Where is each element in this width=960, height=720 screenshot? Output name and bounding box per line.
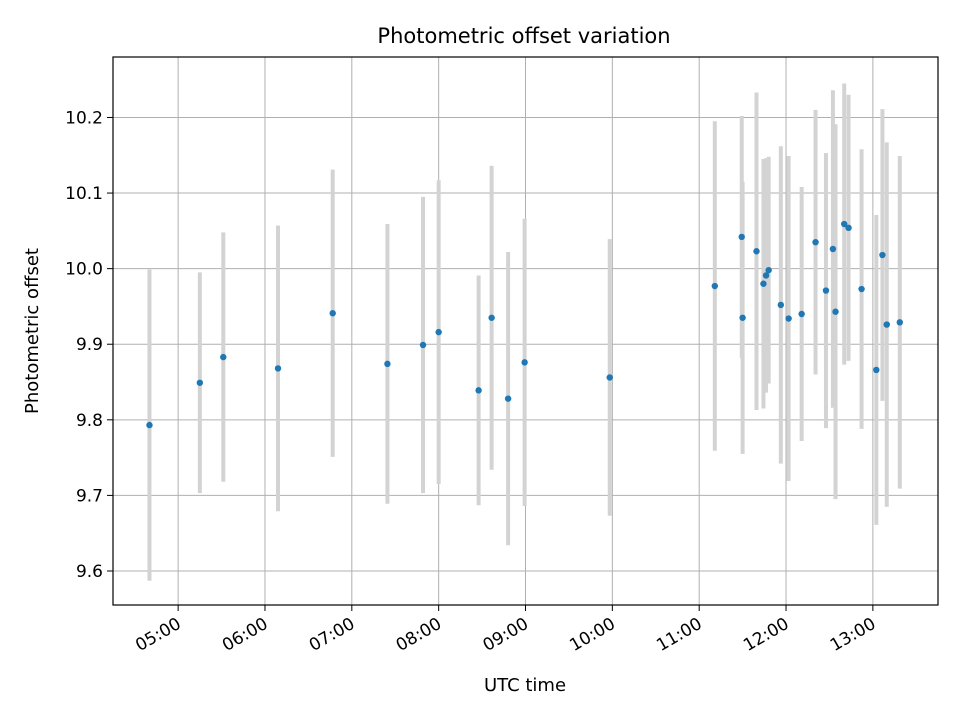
y-tick-label-2: 9.8: [76, 411, 103, 431]
y-tick-label-0: 9.6: [76, 562, 103, 582]
data-point-8: [475, 387, 482, 394]
data-point-24: [822, 287, 830, 294]
data-point-27: [841, 220, 848, 228]
data-points: [146, 220, 903, 429]
data-point-26: [832, 308, 839, 315]
data-point-17: [760, 280, 767, 287]
data-point-25: [829, 245, 837, 253]
data-point-2: [220, 353, 227, 361]
chart-title: Photometric offset variation: [377, 24, 670, 48]
data-point-15: [739, 314, 746, 321]
data-point-22: [798, 310, 805, 318]
y-tick-label-5: 10.1: [65, 184, 103, 204]
x-axis-label: UTC time: [484, 675, 566, 696]
y-tick-label-4: 10.0: [65, 260, 103, 280]
data-point-14: [738, 233, 745, 241]
y-axis-ticks: 9.6 9.7 9.8 9.9 10.0 10.1 10.2: [65, 108, 113, 582]
data-point-28: [845, 224, 852, 232]
y-tick-label-3: 9.9: [76, 335, 103, 355]
data-point-1: [196, 379, 204, 386]
data-point-11: [521, 359, 528, 366]
data-point-23: [812, 238, 819, 246]
y-tick-label-1: 9.7: [76, 486, 103, 506]
data-point-30: [873, 366, 880, 374]
data-point-29: [858, 285, 865, 293]
data-point-0: [146, 421, 153, 429]
data-point-31: [879, 251, 886, 259]
data-point-19: [765, 266, 772, 274]
data-point-5: [384, 360, 391, 368]
data-point-7: [435, 328, 442, 336]
data-point-32: [883, 321, 890, 328]
data-point-20: [777, 301, 785, 309]
data-point-4: [329, 310, 336, 317]
data-point-18: [762, 272, 770, 279]
y-axis-label: Photometric offset: [22, 248, 43, 414]
data-point-3: [274, 365, 282, 372]
data-point-21: [785, 315, 792, 322]
data-point-10: [504, 395, 512, 402]
data-point-33: [896, 319, 903, 326]
data-point-12: [606, 374, 613, 381]
data-point-13: [711, 282, 719, 290]
data-point-9: [488, 314, 495, 321]
data-point-16: [753, 248, 760, 255]
data-point-6: [419, 341, 427, 349]
y-tick-label-6: 10.2: [65, 108, 103, 128]
